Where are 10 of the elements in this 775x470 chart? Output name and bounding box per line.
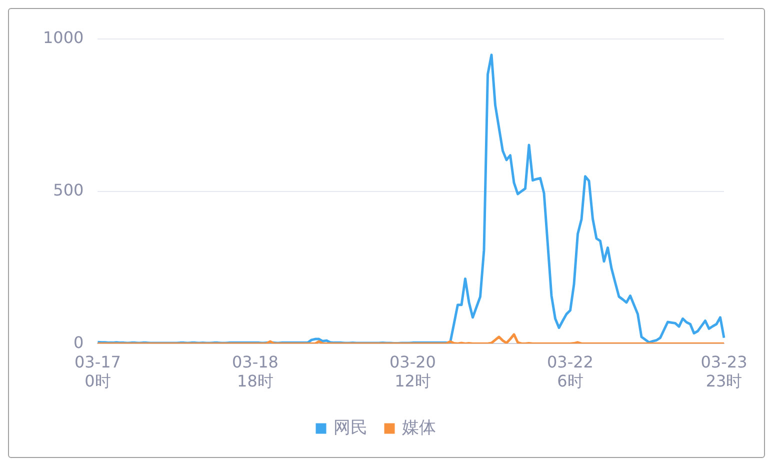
legend-label: 媒体	[402, 418, 436, 438]
x-tick-label: 03-22 6时	[546, 352, 594, 391]
y-tick-label: 1000	[43, 28, 84, 48]
x-tick-label: 03-20 12时	[389, 352, 436, 391]
x-tick-label: 03-23 23时	[700, 352, 748, 391]
legend-label: 网民	[334, 418, 368, 438]
x-tick-label: 03-18 18时	[232, 352, 278, 391]
y-tick-label: 0	[74, 332, 84, 352]
x-tick-label: 03-17 0时	[74, 352, 121, 391]
y-tick-label: 500	[53, 180, 84, 200]
